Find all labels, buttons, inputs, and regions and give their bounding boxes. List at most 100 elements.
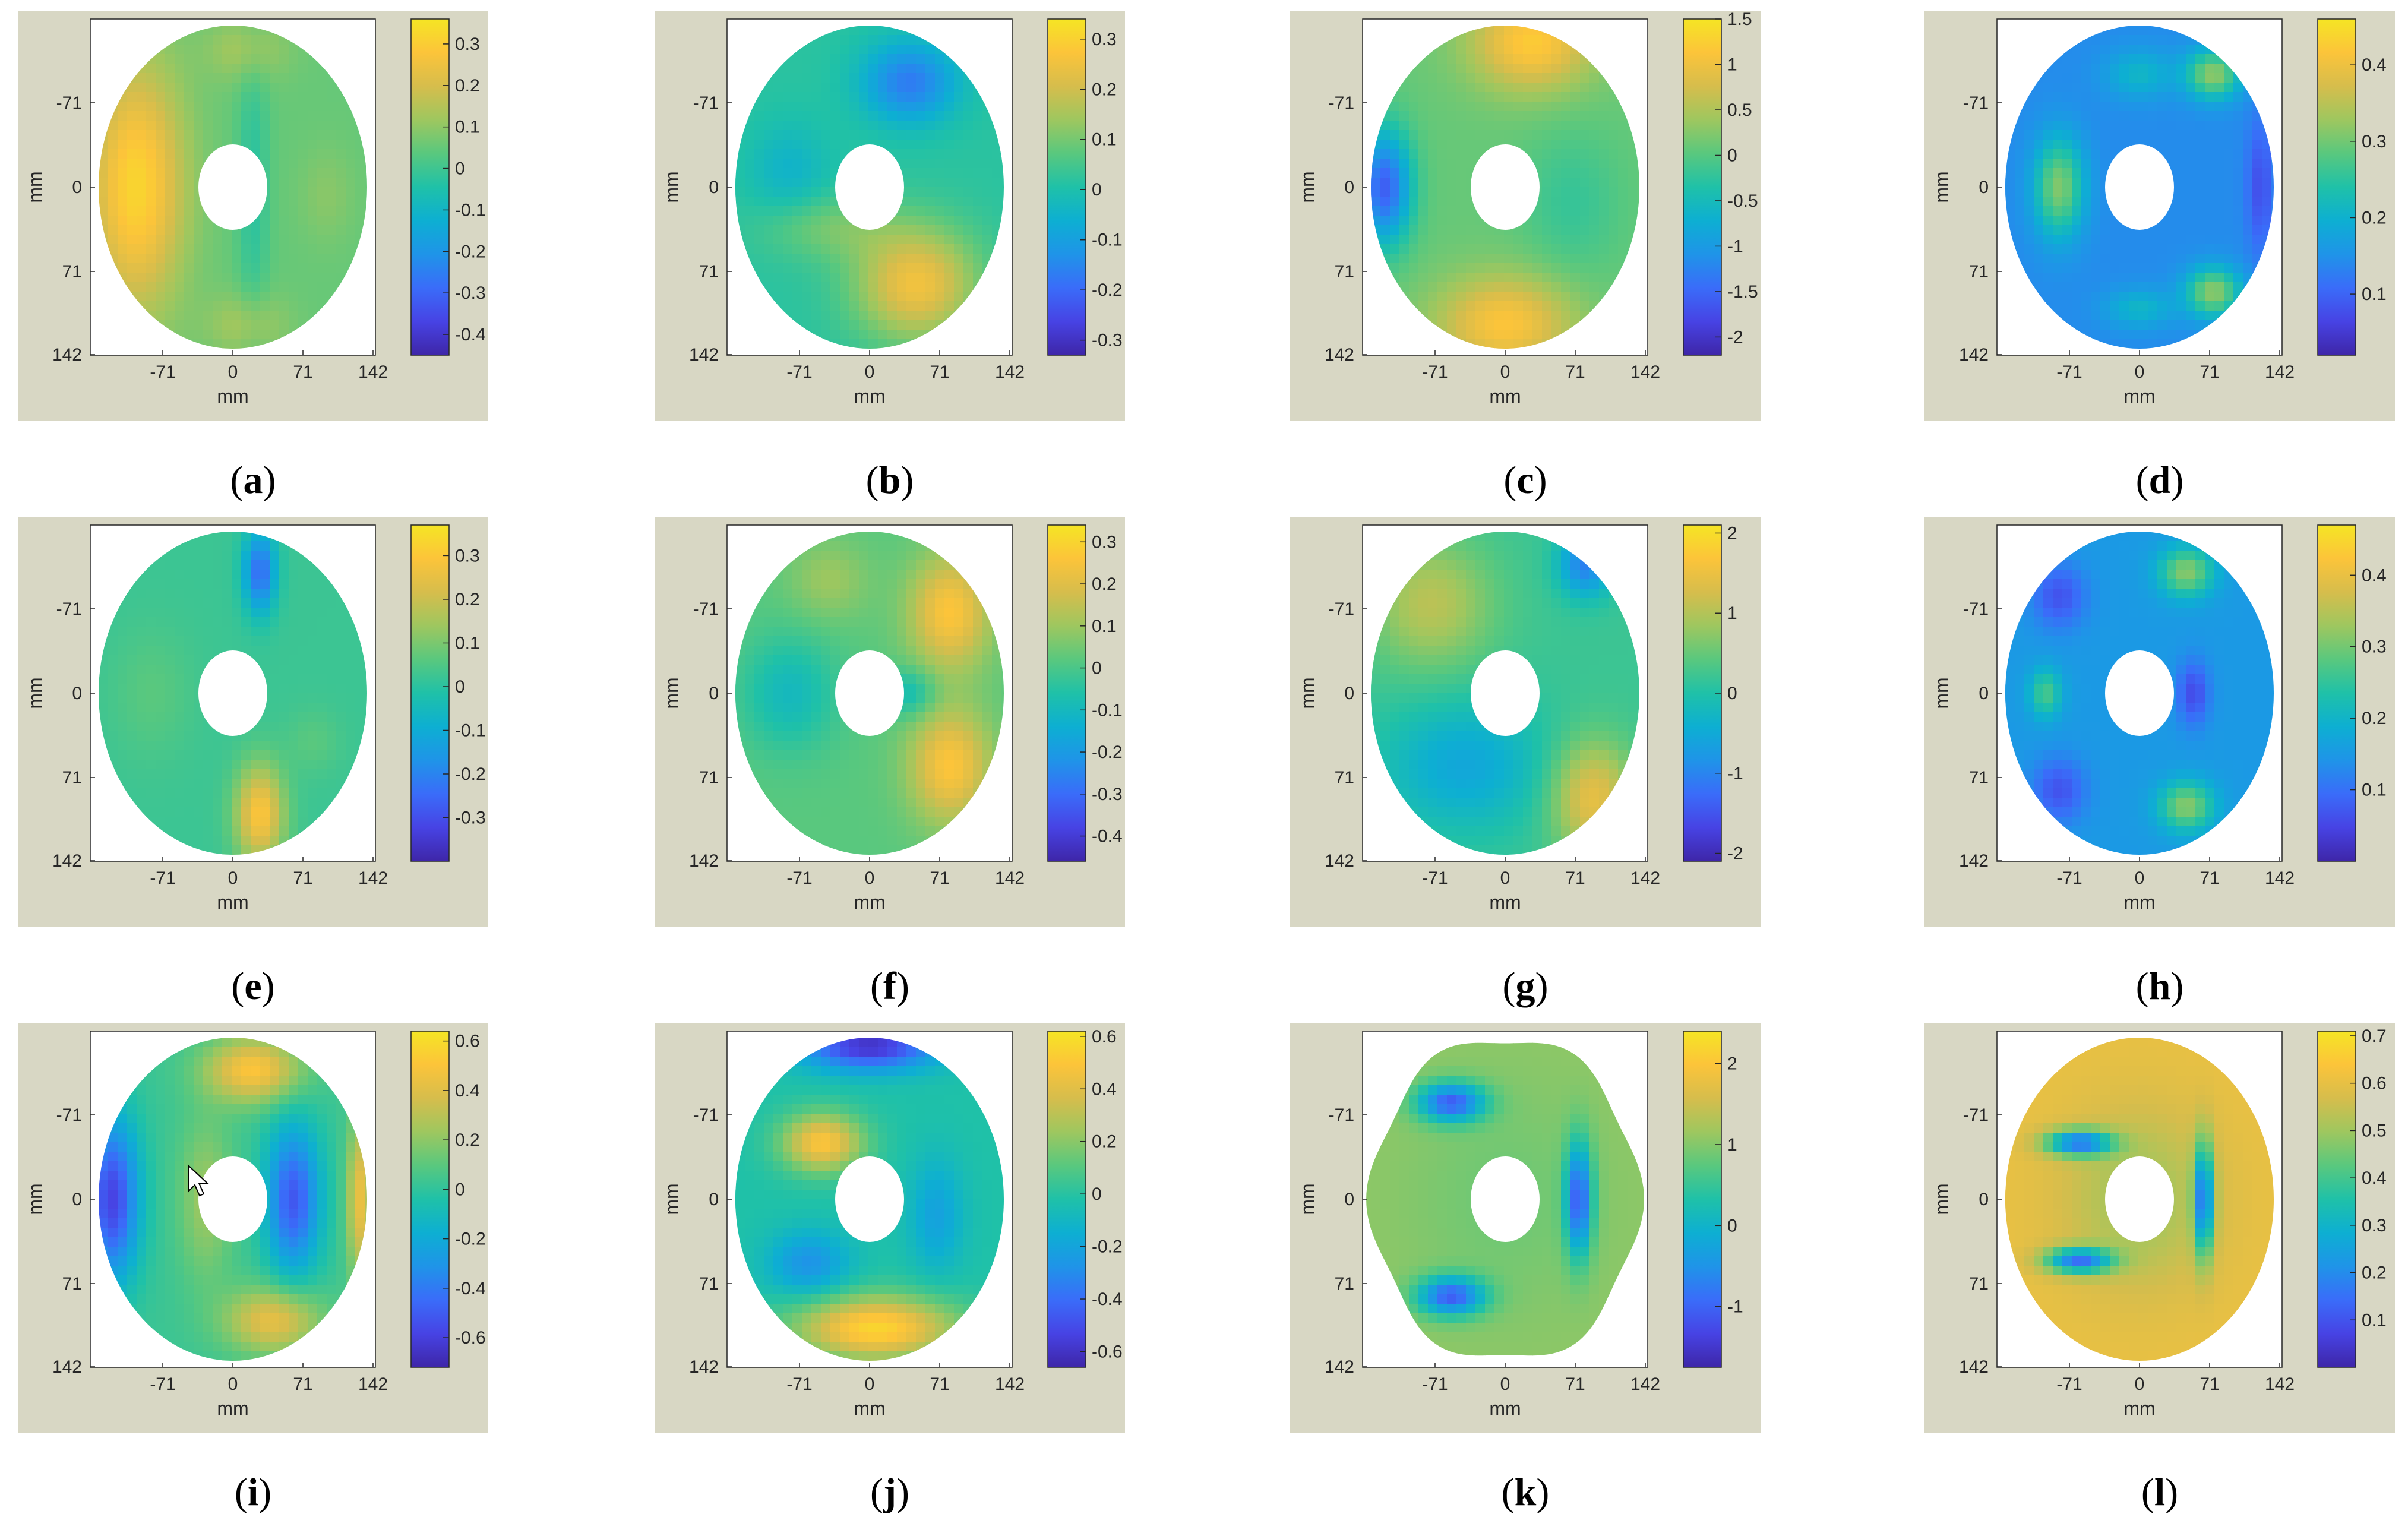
heatmap-cell bbox=[279, 64, 289, 74]
heatmap-cell bbox=[241, 330, 251, 340]
heatmap-cell bbox=[308, 608, 318, 618]
heatmap-cell bbox=[2119, 83, 2129, 93]
heatmap-cell bbox=[1418, 197, 1429, 207]
heatmap-cell bbox=[811, 311, 821, 321]
heatmap-cell bbox=[2091, 73, 2101, 83]
heatmap-cell bbox=[336, 130, 346, 140]
heatmap-cell bbox=[2186, 73, 2196, 83]
heatmap-cell bbox=[156, 807, 166, 817]
heatmap-cell bbox=[916, 168, 926, 178]
heatmap-cell bbox=[213, 311, 223, 321]
heatmap-cell bbox=[925, 149, 936, 159]
heatmap-cell bbox=[156, 54, 166, 64]
heatmap-cell bbox=[336, 206, 346, 216]
heatmap-cell bbox=[1428, 187, 1438, 197]
heatmap-cell bbox=[973, 121, 983, 131]
heatmap-cell bbox=[165, 292, 175, 302]
heatmap-cell bbox=[1409, 102, 1419, 112]
heatmap-cell bbox=[279, 598, 289, 608]
heatmap-cell bbox=[270, 693, 280, 703]
heatmap-cell bbox=[175, 102, 185, 112]
heatmap-cell bbox=[2243, 102, 2253, 112]
heatmap-cell bbox=[2167, 330, 2177, 340]
heatmap-cell bbox=[821, 83, 831, 93]
y-axis-label: mm bbox=[1931, 171, 1952, 203]
heatmap-cell bbox=[887, 570, 898, 580]
heatmap-cell bbox=[146, 722, 156, 732]
heatmap-cell bbox=[308, 798, 318, 808]
heatmap-cell bbox=[99, 674, 109, 684]
heatmap-cell bbox=[849, 26, 859, 36]
heatmap-cell bbox=[2081, 111, 2091, 121]
heatmap-cell bbox=[859, 92, 869, 102]
heatmap-cell bbox=[1409, 121, 1419, 131]
heatmap-cell bbox=[2129, 92, 2139, 102]
heatmap-cell bbox=[2148, 301, 2158, 311]
heatmap-cell bbox=[1475, 235, 1486, 245]
heatmap-cell bbox=[1513, 26, 1524, 36]
heatmap-cell bbox=[355, 665, 365, 675]
heatmap-cell bbox=[2157, 45, 2167, 55]
heatmap-cell bbox=[270, 674, 280, 684]
heatmap-cell bbox=[2053, 216, 2063, 226]
colorbar-tick-label: -0.1 bbox=[455, 200, 486, 220]
heatmap-cell bbox=[2072, 292, 2082, 302]
heatmap-cell bbox=[849, 292, 859, 302]
heatmap-cell bbox=[137, 798, 147, 808]
heatmap-cell bbox=[2243, 244, 2253, 254]
heatmap-cell bbox=[241, 532, 251, 542]
heatmap-cell bbox=[859, 301, 869, 311]
heatmap-cell bbox=[1475, 263, 1486, 273]
heatmap-cell bbox=[289, 83, 299, 93]
heatmap-cell bbox=[2214, 149, 2224, 159]
heatmap-cell bbox=[1618, 168, 1628, 178]
heatmap-cell bbox=[1532, 301, 1543, 311]
heatmap-cell bbox=[317, 741, 327, 751]
heatmap-cell bbox=[2024, 263, 2034, 273]
heatmap-cell bbox=[1437, 273, 1448, 283]
heatmap-cell bbox=[811, 244, 821, 254]
heatmap-cell bbox=[118, 244, 128, 254]
heatmap-cell bbox=[213, 788, 223, 798]
heatmap-cell bbox=[2081, 140, 2091, 150]
heatmap-cell bbox=[887, 311, 898, 321]
heatmap-cell bbox=[916, 292, 926, 302]
heatmap-cell bbox=[317, 197, 327, 207]
colorbar-tick-label: -0.3 bbox=[455, 283, 486, 303]
heatmap-cell bbox=[1466, 159, 1476, 169]
heatmap-cell bbox=[137, 206, 147, 216]
heatmap-cell bbox=[346, 703, 356, 713]
heatmap-cell bbox=[2186, 54, 2196, 64]
heatmap-cell bbox=[1447, 149, 1457, 159]
heatmap-cell bbox=[2157, 130, 2167, 140]
heatmap-cell bbox=[811, 263, 821, 273]
heatmap-cell bbox=[2053, 197, 2063, 207]
heatmap-cell bbox=[156, 225, 166, 235]
heatmap-cell bbox=[2224, 263, 2234, 273]
heatmap-cell bbox=[2072, 187, 2082, 197]
heatmap-cell bbox=[2148, 45, 2158, 55]
heatmap-cell bbox=[175, 760, 185, 770]
heatmap-cell bbox=[194, 627, 204, 637]
heatmap-cell bbox=[241, 102, 251, 112]
heatmap-cell bbox=[1504, 130, 1514, 140]
heatmap-cell bbox=[1542, 111, 1552, 121]
heatmap-cell bbox=[251, 788, 261, 798]
heatmap-cell bbox=[1513, 301, 1524, 311]
heatmap-cell bbox=[327, 140, 337, 150]
heatmap-cell bbox=[944, 168, 955, 178]
heatmap-cell bbox=[1409, 292, 1419, 302]
heatmap-cell bbox=[2205, 187, 2215, 197]
heatmap-cell bbox=[194, 140, 204, 150]
heatmap-cell bbox=[203, 130, 213, 140]
heatmap-cell bbox=[1437, 102, 1448, 112]
heatmap-cell bbox=[194, 102, 204, 112]
heatmap-cell bbox=[2053, 92, 2063, 102]
heatmap-cell bbox=[232, 330, 242, 340]
heatmap-cell bbox=[906, 45, 917, 55]
heatmap-cell bbox=[194, 83, 204, 93]
heatmap-cell bbox=[2224, 273, 2234, 283]
heatmap-cell bbox=[146, 254, 156, 264]
heatmap-cell bbox=[2224, 140, 2234, 150]
heatmap-cell bbox=[2091, 102, 2101, 112]
